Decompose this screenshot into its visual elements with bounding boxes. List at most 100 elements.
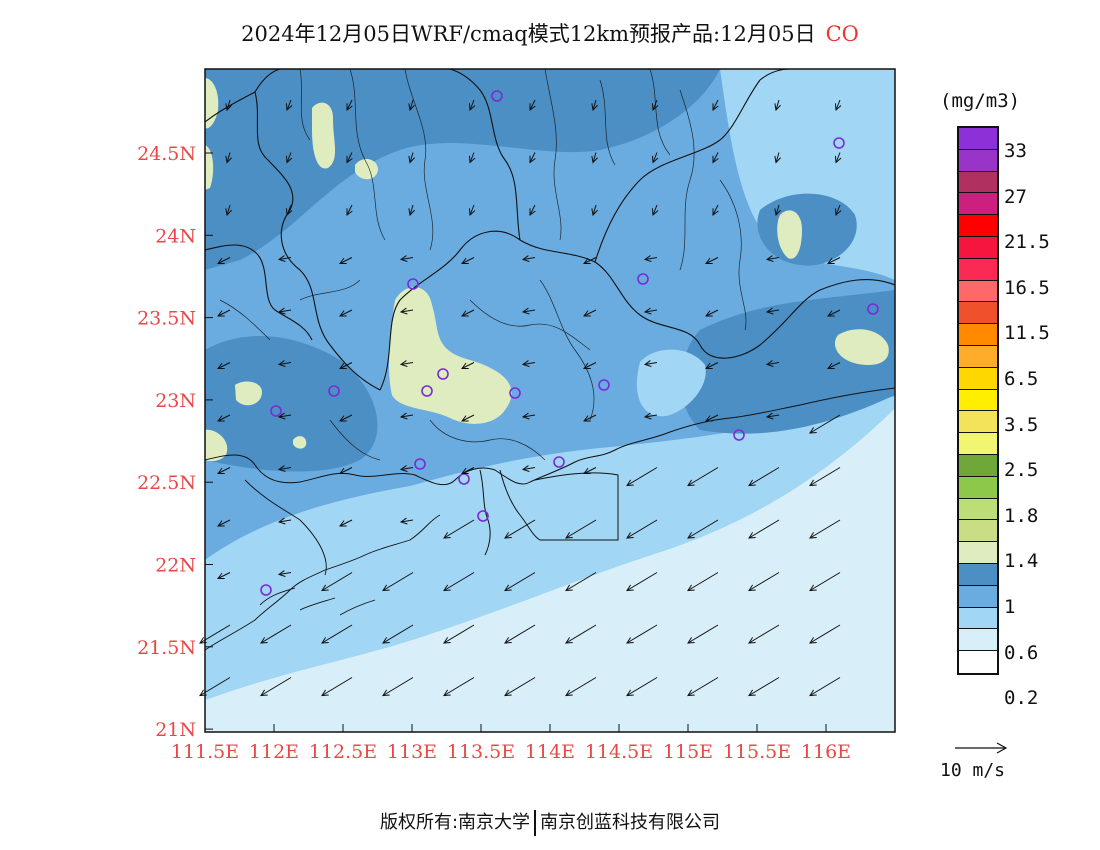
wind-vector <box>583 362 597 369</box>
wind-vector <box>346 204 353 216</box>
wind-vector <box>705 414 719 422</box>
color-scale-swatch <box>959 454 997 477</box>
wind-vector <box>217 309 231 317</box>
high-co-small-n <box>355 158 378 180</box>
wind-vector <box>217 467 231 474</box>
wind-vector <box>809 677 841 697</box>
wind-vector <box>408 204 415 217</box>
color-scale-bar <box>957 126 999 675</box>
lat-tick-label: 22.5N <box>137 472 196 494</box>
color-scale-label: 1.4 <box>1004 550 1039 573</box>
wind-vector <box>748 519 780 539</box>
wind-vector <box>712 99 719 111</box>
wind-vector <box>321 624 353 644</box>
high-co-west-edge <box>205 78 219 129</box>
wind-vector <box>285 204 293 217</box>
lon-tick-label: 115E <box>663 741 713 763</box>
wind-vector <box>277 465 292 472</box>
wind-vector <box>626 677 658 697</box>
wind-vector <box>834 204 842 217</box>
lat-tick-label: 24.5N <box>137 143 196 165</box>
wind-vector <box>626 467 658 487</box>
color-scale-label: 0.6 <box>1004 641 1039 664</box>
wind-vector <box>591 99 598 112</box>
wind-vector <box>399 307 414 315</box>
wind-vector <box>339 467 353 474</box>
wind-vector <box>827 257 841 264</box>
wind-vector <box>827 309 841 317</box>
wind-vector <box>748 624 780 644</box>
wind-vector <box>565 519 597 539</box>
wind-vector <box>468 99 476 112</box>
color-scale-swatch <box>959 520 997 543</box>
lon-tick-label: 116E <box>801 741 851 763</box>
wind-vector <box>809 519 841 539</box>
reference-vector-label: 10 m/s <box>940 760 1006 781</box>
color-scale-swatch <box>959 563 997 586</box>
station-marker <box>421 385 433 397</box>
color-scale-label: 2.5 <box>1004 459 1039 482</box>
station-marker <box>598 379 610 391</box>
wind-vector <box>382 677 414 697</box>
lon-tick-label: 112.5E <box>309 741 377 763</box>
high-co-west-edge-2 <box>205 145 214 190</box>
wind-vector <box>809 624 841 644</box>
color-scale-swatch <box>959 367 997 390</box>
station-marker <box>553 456 565 468</box>
wind-vector <box>774 152 781 164</box>
color-scale-swatch <box>959 651 997 673</box>
lat-tick-label: 23.5N <box>137 308 196 330</box>
wind-vector <box>521 307 536 315</box>
wind-vector <box>504 572 536 592</box>
wind-vector <box>339 309 353 317</box>
station-marker <box>867 303 879 315</box>
high-co-north <box>312 102 336 169</box>
wind-vector <box>687 519 719 539</box>
lon-tick-label: 115.5E <box>723 741 791 763</box>
color-scale-swatch <box>959 629 997 652</box>
lat-tick-label: 24N <box>155 225 196 247</box>
color-scale-label: 16.5 <box>1004 276 1050 299</box>
light-patch-ne <box>739 105 811 170</box>
wind-vector <box>339 414 353 422</box>
wind-vector <box>461 467 475 474</box>
wind-vector <box>199 624 231 644</box>
wind-vector <box>504 677 536 697</box>
station-marker <box>260 584 272 596</box>
wind-vector <box>521 255 536 262</box>
color-scale-label: 0.2 <box>1004 687 1039 710</box>
wind-vector <box>321 677 353 697</box>
wind-vector <box>217 414 231 422</box>
wind-vector <box>529 152 536 164</box>
lon-tick-label: 113.5E <box>447 741 515 763</box>
legend-units: (mg/m3) <box>940 90 1021 112</box>
wind-vector <box>687 677 719 697</box>
color-scale-swatch <box>959 215 997 237</box>
wind-vector <box>712 152 719 164</box>
station-marker <box>328 385 340 397</box>
color-scale-swatch <box>959 411 997 434</box>
wind-vector <box>687 572 719 592</box>
wind-vector <box>583 257 597 264</box>
wind-vector <box>809 572 841 592</box>
wind-vector <box>285 99 293 112</box>
color-scale-swatch <box>959 128 997 150</box>
species-label: CO <box>825 22 859 46</box>
color-scale-swatch <box>959 498 997 521</box>
lat-tick-label: 21.5N <box>137 637 196 659</box>
wind-vector <box>748 677 780 697</box>
color-scale-swatch <box>959 302 997 325</box>
wind-vector <box>339 519 353 527</box>
wind-vector <box>225 99 232 112</box>
color-scale-label: 11.5 <box>1004 322 1050 345</box>
wind-vector <box>399 255 414 262</box>
wind-vector <box>809 414 841 434</box>
monitoring-stations <box>260 90 879 596</box>
lon-tick-label: 113E <box>387 741 437 763</box>
wind-vector <box>346 152 353 164</box>
wind-vector <box>277 255 292 262</box>
color-scale-swatch <box>959 149 997 172</box>
wind-vector <box>277 360 292 367</box>
wind-vector <box>651 99 659 112</box>
